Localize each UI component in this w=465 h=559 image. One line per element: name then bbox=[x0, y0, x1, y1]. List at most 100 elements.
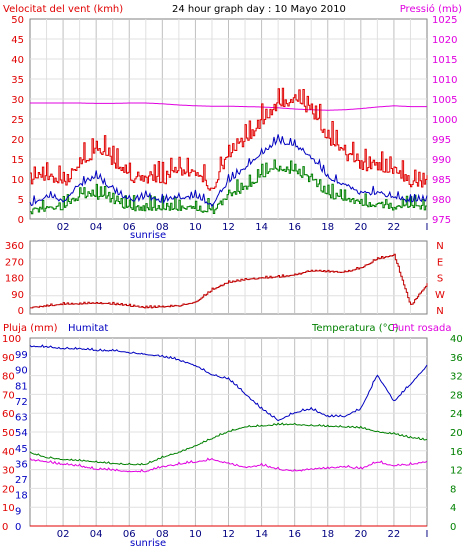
y-tick-label: 100 bbox=[2, 334, 21, 345]
y-tick-label: 9 bbox=[15, 506, 21, 517]
x-tick-label: 16 bbox=[288, 529, 301, 540]
y-tick-label: 1020 bbox=[432, 35, 457, 46]
y-tick-label: 5 bbox=[18, 195, 24, 206]
wind-series bbox=[29, 87, 428, 215]
wind-x-ticks: 02 04 06 08 10 12 14 16 18 20 22 I bbox=[57, 222, 429, 233]
y-tick-label: 1015 bbox=[432, 55, 457, 66]
y-tick-label: 0 bbox=[18, 215, 24, 226]
y-tick-label: 0 bbox=[450, 522, 456, 533]
y-tick-label: 990 bbox=[432, 155, 451, 166]
y-tick-label: 0 bbox=[18, 306, 24, 317]
y-tick-label: 70 bbox=[2, 390, 15, 401]
y-tick-label: 27 bbox=[15, 475, 28, 486]
y-tick-label: 1005 bbox=[432, 95, 457, 106]
y-tick-label: 72 bbox=[15, 397, 28, 408]
y-tick-label: 0 bbox=[2, 522, 8, 533]
y-tick-label: 4 bbox=[450, 503, 456, 514]
rain-label: Pluja (mm) bbox=[3, 323, 58, 334]
chart-title: 24 hour graph day : 10 Mayo 2010 bbox=[172, 4, 346, 15]
x-tick-label: 12 bbox=[222, 529, 235, 540]
x-tick-label: 20 bbox=[354, 222, 367, 233]
y-tick-label: 50 bbox=[2, 428, 15, 439]
compass-letter: E bbox=[437, 257, 443, 268]
y-tick-label: 12 bbox=[450, 466, 463, 477]
pressure-label: Pressió (mb) bbox=[400, 3, 462, 15]
y-tick-label: 270 bbox=[5, 257, 24, 268]
x-tick-label: 14 bbox=[255, 529, 268, 540]
x-tick-label: 16 bbox=[288, 222, 301, 233]
x-tick-label: 02 bbox=[57, 529, 70, 540]
wind-direction-grid bbox=[30, 241, 427, 314]
temperature-line bbox=[29, 422, 428, 466]
wind-direction-series bbox=[30, 253, 428, 309]
y-tick-label: 45 bbox=[11, 35, 24, 46]
y-tick-label: 90 bbox=[11, 290, 24, 301]
x-tick-label: 10 bbox=[189, 222, 202, 233]
y-tick-label: 40 bbox=[450, 334, 463, 345]
y-tick-label: 20 bbox=[2, 484, 15, 495]
y-tick-label: 360 bbox=[5, 241, 24, 252]
x-tick-label: 06 bbox=[123, 529, 136, 540]
y-tick-label: 980 bbox=[432, 195, 451, 206]
wind-speed-label: Velocitat del vent (kmh) bbox=[3, 4, 123, 15]
y-tick-label: 36 bbox=[15, 459, 28, 470]
y-tick-label: 15 bbox=[11, 155, 24, 166]
x-tick-label: 22 bbox=[388, 222, 401, 233]
x-tick-label: 08 bbox=[156, 222, 169, 233]
humidity-line bbox=[29, 344, 428, 422]
y-tick-label: 985 bbox=[432, 175, 451, 186]
dew-point-label: Punt rosada bbox=[392, 323, 451, 334]
wind-direction-y-ticks: 0 90 180 270 360 bbox=[5, 241, 24, 317]
x-tick-label: 12 bbox=[222, 222, 235, 233]
y-tick-label: 180 bbox=[5, 274, 24, 285]
y-tick-label: 30 bbox=[11, 95, 24, 106]
x-tick-label: 02 bbox=[57, 222, 70, 233]
x-tick-label: 18 bbox=[321, 529, 334, 540]
y-tick-label: 81 bbox=[15, 381, 28, 392]
humidity-y-ticks: 0 9 18 27 36 45 54 63 72 81 90 99 bbox=[15, 350, 28, 533]
dew-point-line bbox=[29, 457, 428, 473]
x-tick-label: 20 bbox=[354, 529, 367, 540]
x-tick-label: 06 bbox=[123, 222, 136, 233]
pressure-y-ticks: 975 980 985 990 995 1000 1005 1010 1015 1020 1025 bbox=[432, 15, 457, 226]
y-tick-label: 10 bbox=[11, 175, 24, 186]
temperature-label: Temperatura (°C) bbox=[311, 323, 399, 334]
wind-avg-line bbox=[29, 134, 428, 208]
wind-chart-grid bbox=[30, 19, 427, 219]
y-tick-label: 45 bbox=[15, 444, 28, 455]
y-tick-label: 90 bbox=[2, 353, 15, 364]
wind-y-ticks: 0 5 10 15 20 25 30 35 40 45 50 bbox=[11, 15, 24, 226]
y-tick-label: 36 bbox=[450, 353, 463, 364]
y-tick-label: 99 bbox=[15, 350, 28, 361]
x-tick-label: 04 bbox=[90, 222, 103, 233]
y-tick-label: 16 bbox=[450, 447, 463, 458]
x-tick-label: 08 bbox=[156, 529, 169, 540]
y-tick-label: 24 bbox=[450, 409, 463, 420]
y-tick-label: 1025 bbox=[432, 15, 457, 26]
compass-letter: W bbox=[435, 290, 445, 301]
x-tick-label: I bbox=[426, 222, 429, 233]
compass-letter: N bbox=[436, 306, 443, 317]
y-tick-label: 60 bbox=[2, 409, 15, 420]
compass-letter: S bbox=[437, 274, 443, 285]
y-tick-label: 50 bbox=[11, 15, 24, 26]
temp-x-ticks: 02 04 06 08 10 12 14 16 18 20 22 I bbox=[57, 529, 429, 540]
y-tick-label: 8 bbox=[450, 484, 456, 495]
y-tick-label: 1000 bbox=[432, 115, 457, 126]
humidity-label: Humitat bbox=[68, 323, 108, 334]
y-tick-label: 30 bbox=[2, 466, 15, 477]
x-tick-label: 04 bbox=[90, 529, 103, 540]
y-tick-label: 18 bbox=[15, 491, 28, 502]
y-tick-label: 25 bbox=[11, 115, 24, 126]
y-tick-label: 28 bbox=[450, 390, 463, 401]
y-tick-label: 20 bbox=[450, 428, 463, 439]
y-tick-label: 40 bbox=[2, 447, 15, 458]
x-tick-label: I bbox=[426, 529, 429, 540]
wind-min-line bbox=[30, 159, 427, 215]
temp-humidity-grid bbox=[30, 338, 427, 526]
y-tick-label: 63 bbox=[15, 413, 28, 424]
x-tick-label: 10 bbox=[189, 529, 202, 540]
